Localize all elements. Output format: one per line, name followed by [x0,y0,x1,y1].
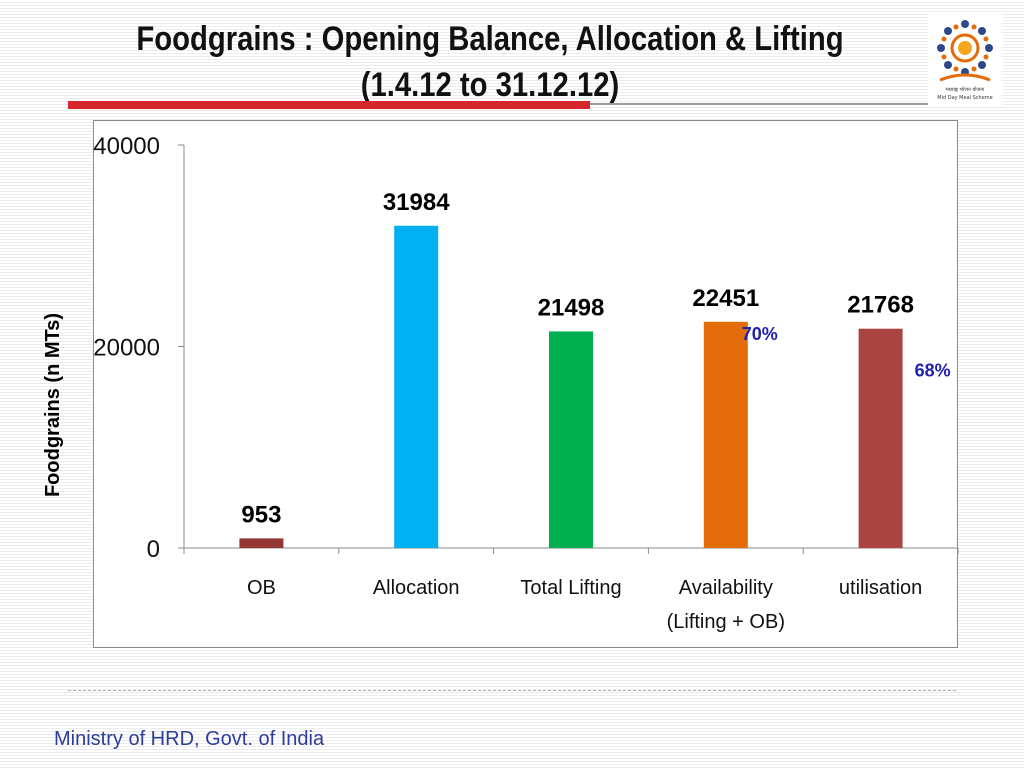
x-tick-label: Allocation [373,577,460,599]
data-label: 21768 [847,292,914,319]
slide-title: Foodgrains : Opening Balance, Allocation… [120,16,860,108]
bar [703,321,748,548]
bar [394,225,439,548]
chart-frame [93,120,958,648]
data-label: 21498 [538,294,605,321]
title-underline-red [68,101,590,109]
y-tick-label: 20000 [93,335,160,362]
title-line-2: (1.4.12 to 31.12.12) [360,66,620,104]
footer-text: Ministry of HRD, Govt. of India [54,728,325,750]
logo-caption-hindi: मध्याह्न भोजन योजना [945,87,985,93]
mid-day-meal-emblem-icon [937,20,993,82]
logo-caption: Mid Day Meal Scheme [937,95,993,101]
mid-day-meal-logo: मध्याह्न भोजन योजना Mid Day Meal Scheme [928,14,1002,106]
percent-annotation: 68% [915,361,951,381]
bar-chart: 0 20000 40000 Foodgrains (n MTs) 953 OB 31984 A… [42,120,959,648]
percent-annotation: 70% [742,324,778,344]
footer-divider [68,690,956,691]
y-tick-label: 40000 [93,133,160,160]
data-label: 31984 [383,189,450,216]
bar [549,331,593,548]
x-tick-label: utilisation [839,577,922,599]
title-underline-gray [590,103,962,105]
x-tick-label: Availability [679,577,773,599]
data-label: 22451 [692,285,759,312]
data-label: 953 [241,501,281,528]
title-line-1: Foodgrains : Opening Balance, Allocation… [136,20,844,58]
x-tick-label: (Lifting + OB) [667,611,785,633]
x-tick-label: OB [247,577,276,599]
y-tick-label: 0 [147,536,160,563]
bar [239,538,284,548]
bar [858,328,903,548]
y-axis-title: Foodgrains (n MTs) [42,313,64,497]
x-tick-label: Total Lifting [520,577,621,599]
